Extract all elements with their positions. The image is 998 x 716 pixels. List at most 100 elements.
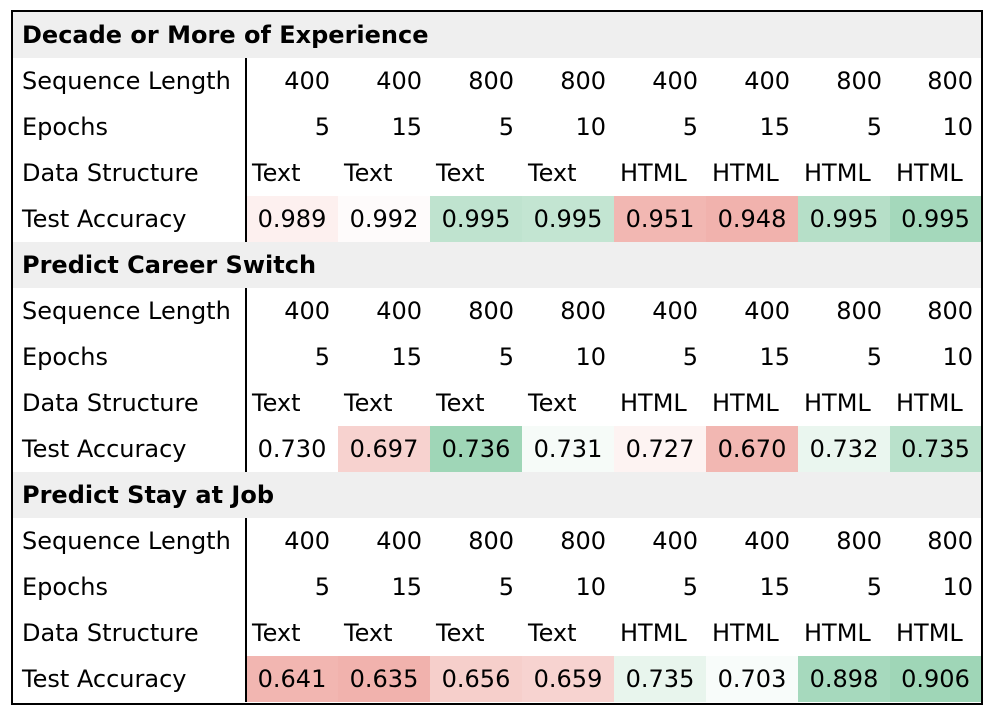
cell-data-structure: Text <box>344 159 393 187</box>
cell-data-structure: HTML <box>620 619 687 647</box>
row-label-data-structure: Data Structure <box>22 619 199 647</box>
cell-epochs: 15 <box>759 113 790 141</box>
cell-epochs: 5 <box>682 343 698 371</box>
cell-sequence-length: 400 <box>744 527 790 555</box>
cell-test-accuracy: 0.989 <box>246 196 338 242</box>
row-label-epochs: Epochs <box>22 573 108 601</box>
row-label-sequence-length: Sequence Length <box>22 527 231 555</box>
cell-sequence-length: 800 <box>836 527 882 555</box>
table-row: Epochs 5 15 5 10 5 15 5 10 <box>13 104 981 150</box>
row-label-sequence-length: Sequence Length <box>22 297 231 325</box>
cell-data-structure: HTML <box>804 389 871 417</box>
cell-sequence-length: 400 <box>652 67 698 95</box>
cell-sequence-length: 400 <box>284 67 330 95</box>
cell-test-accuracy: 0.697 <box>338 426 430 472</box>
cell-epochs: 5 <box>866 113 882 141</box>
table-row: Data Structure Text Text Text Text HTML HTML HT… <box>13 610 981 656</box>
cell-sequence-length: 800 <box>560 297 606 325</box>
cell-epochs: 10 <box>942 113 973 141</box>
row-label-epochs: Epochs <box>22 113 108 141</box>
cell-epochs: 5 <box>682 113 698 141</box>
table-row: Epochs 5 15 5 10 5 15 5 10 <box>13 334 981 380</box>
cell-test-accuracy: 0.948 <box>706 196 798 242</box>
cell-data-structure: Text <box>252 619 301 647</box>
cell-epochs: 10 <box>942 343 973 371</box>
cell-epochs: 5 <box>314 113 330 141</box>
row-label-test-accuracy: Test Accuracy <box>22 665 187 693</box>
cell-sequence-length: 400 <box>376 527 422 555</box>
cell-test-accuracy: 0.995 <box>430 196 522 242</box>
cell-sequence-length: 400 <box>744 67 790 95</box>
cell-sequence-length: 800 <box>560 527 606 555</box>
table-row: Epochs 5 15 5 10 5 15 5 10 <box>13 564 981 610</box>
cell-epochs: 10 <box>575 573 606 601</box>
cell-test-accuracy: 0.656 <box>430 656 522 702</box>
cell-epochs: 5 <box>314 573 330 601</box>
cell-sequence-length: 800 <box>927 297 973 325</box>
cell-test-accuracy: 0.736 <box>430 426 522 472</box>
cell-test-accuracy: 0.727 <box>614 426 706 472</box>
cell-sequence-length: 800 <box>468 297 514 325</box>
cell-epochs: 10 <box>575 343 606 371</box>
section-header: Predict Stay at Job <box>13 472 981 518</box>
cell-data-structure: Text <box>252 389 301 417</box>
table-row: Data Structure Text Text Text Text HTML HTML HT… <box>13 380 981 426</box>
row-label-epochs: Epochs <box>22 343 108 371</box>
cell-epochs: 15 <box>759 573 790 601</box>
cell-test-accuracy: 0.730 <box>246 426 338 472</box>
cell-data-structure: HTML <box>712 159 779 187</box>
cell-test-accuracy: 0.731 <box>522 426 614 472</box>
cell-data-structure: Text <box>344 619 393 647</box>
row-label-sequence-length: Sequence Length <box>22 67 231 95</box>
cell-test-accuracy: 0.735 <box>890 426 981 472</box>
section-header: Decade or More of Experience <box>13 12 981 58</box>
row-label-data-structure: Data Structure <box>22 389 199 417</box>
cell-sequence-length: 800 <box>836 297 882 325</box>
cell-data-structure: HTML <box>620 159 687 187</box>
cell-epochs: 5 <box>498 113 514 141</box>
cell-test-accuracy: 0.635 <box>338 656 430 702</box>
cell-sequence-length: 400 <box>652 297 698 325</box>
table-row: Test Accuracy 0.989 0.992 0.995 0.995 0.951 0.… <box>13 196 981 242</box>
cell-data-structure: HTML <box>896 389 963 417</box>
cell-data-structure: Text <box>528 159 577 187</box>
cell-sequence-length: 400 <box>284 297 330 325</box>
cell-epochs: 5 <box>866 343 882 371</box>
column-divider <box>245 518 247 702</box>
cell-epochs: 15 <box>391 113 422 141</box>
cell-sequence-length: 800 <box>836 67 882 95</box>
cell-test-accuracy: 0.898 <box>798 656 890 702</box>
cell-test-accuracy: 0.995 <box>890 196 981 242</box>
cell-sequence-length: 800 <box>560 67 606 95</box>
column-divider <box>245 288 247 472</box>
row-label-test-accuracy: Test Accuracy <box>22 205 187 233</box>
cell-data-structure: HTML <box>712 389 779 417</box>
cell-sequence-length: 400 <box>744 297 790 325</box>
cell-sequence-length: 400 <box>376 67 422 95</box>
cell-sequence-length: 400 <box>284 527 330 555</box>
cell-data-structure: HTML <box>620 389 687 417</box>
cell-test-accuracy: 0.995 <box>522 196 614 242</box>
cell-epochs: 15 <box>391 343 422 371</box>
cell-sequence-length: 800 <box>927 527 973 555</box>
cell-data-structure: Text <box>528 389 577 417</box>
cell-data-structure: Text <box>528 619 577 647</box>
cell-data-structure: HTML <box>896 159 963 187</box>
cell-test-accuracy: 0.735 <box>614 656 706 702</box>
cell-data-structure: Text <box>436 619 485 647</box>
cell-data-structure: Text <box>436 159 485 187</box>
cell-data-structure: HTML <box>712 619 779 647</box>
cell-sequence-length: 400 <box>652 527 698 555</box>
table-row: Data Structure Text Text Text Text HTML HTML HT… <box>13 150 981 196</box>
cell-data-structure: Text <box>252 159 301 187</box>
cell-test-accuracy: 0.951 <box>614 196 706 242</box>
row-label-data-structure: Data Structure <box>22 159 199 187</box>
cell-test-accuracy: 0.732 <box>798 426 890 472</box>
table-row: Sequence Length 400 400 800 800 400 400 800 800 <box>13 58 981 104</box>
cell-sequence-length: 800 <box>468 527 514 555</box>
cell-data-structure: Text <box>436 389 485 417</box>
results-table: Decade or More of Experience Sequence Len… <box>11 10 983 705</box>
cell-data-structure: Text <box>344 389 393 417</box>
cell-test-accuracy: 0.992 <box>338 196 430 242</box>
cell-data-structure: HTML <box>804 619 871 647</box>
